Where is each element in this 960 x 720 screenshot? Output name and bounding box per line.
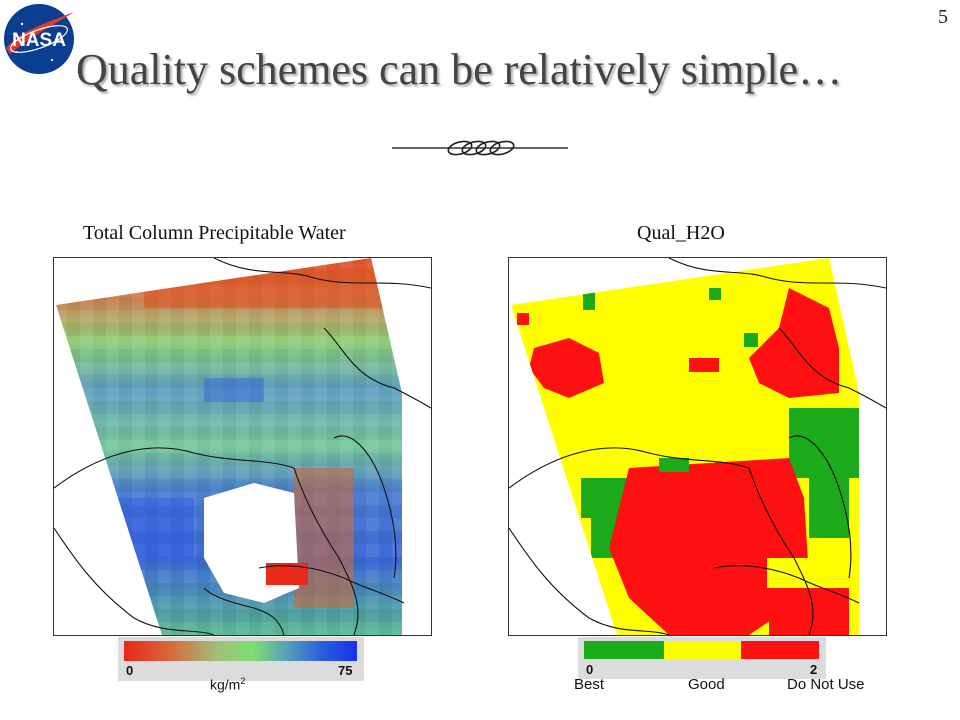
colorbar-segment-do-not-use: [741, 641, 819, 659]
quality-min-label: 0: [586, 662, 593, 677]
precipitable-water-colorbar: 0 75: [118, 637, 364, 681]
colorbar-segment-best: [584, 641, 664, 659]
unit-text: kg/m: [210, 676, 241, 693]
category-good-label: Good: [688, 676, 725, 693]
slide-title: Quality schemes can be relatively simple…: [76, 45, 843, 94]
nasa-logo: NASA: [4, 4, 74, 74]
unit-superscript: 2: [240, 676, 246, 686]
right-map-title: Qual_H2O: [637, 222, 725, 244]
quality-max-label: 2: [810, 662, 817, 677]
colorbar-max-label: 75: [338, 663, 352, 678]
category-best-label: Best: [574, 676, 605, 693]
left-map-title: Total Column Precipitable Water: [83, 222, 346, 244]
colorbar-unit: kg/m2: [210, 676, 245, 693]
quality-colorbar: 0 2: [578, 637, 826, 679]
svg-text:NASA: NASA: [12, 30, 66, 51]
colorbar-min-label: 0: [126, 663, 133, 678]
colorbar-segment-good: [664, 641, 741, 659]
precipitable-water-map: [53, 257, 432, 636]
category-do-not-use-label: Do Not Use: [787, 676, 865, 693]
ornament-divider: [392, 140, 568, 156]
title-container: Quality schemes can be relatively simple…: [60, 44, 940, 104]
quality-flag-map: [508, 257, 887, 636]
page-number: 5: [938, 6, 948, 28]
